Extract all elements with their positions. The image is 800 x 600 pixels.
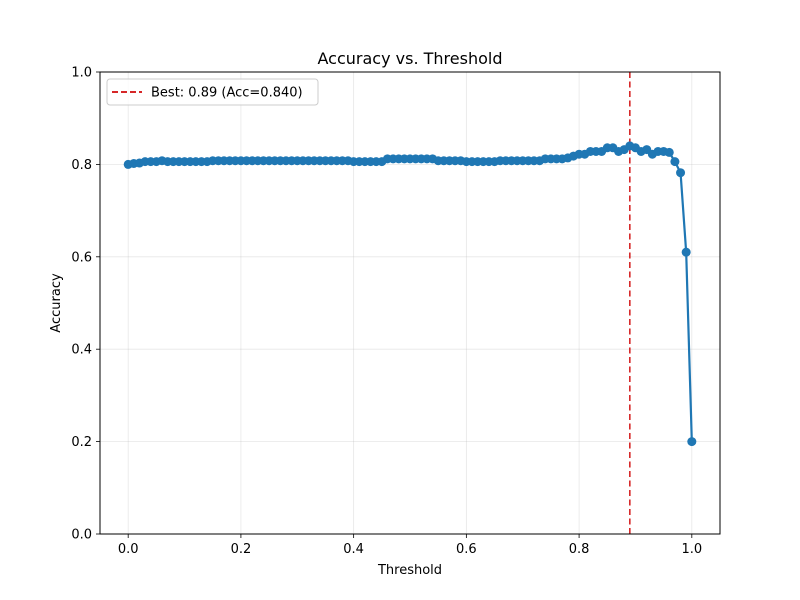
x-tick-label: 0.0 [118, 542, 139, 557]
legend: Best: 0.89 (Acc=0.840) [106, 78, 319, 106]
y-axis-title: Accuracy [49, 273, 64, 333]
legend-box [106, 78, 319, 106]
accuracy-data-point [681, 247, 691, 257]
y-tick-label: 1.0 [71, 66, 92, 81]
grid [100, 71, 720, 535]
y-tick-label: 0.0 [71, 528, 92, 543]
plot-area-frame [99, 71, 721, 535]
y-tick-label: 0.8 [71, 158, 92, 173]
accuracy-data-point [687, 437, 697, 447]
x-tick-label: 0.6 [456, 542, 477, 557]
series-layer [123, 141, 697, 447]
accuracy-data-point [676, 168, 686, 178]
axis-ticks: 0.0 0.2 0.4 0.6 0.8 1.0 0.0 0.2 0.4 0.6 0.8 1.0 [71, 66, 702, 558]
x-axis-title: Threshold [377, 563, 442, 578]
chart-title: Accuracy vs. Threshold [318, 49, 503, 68]
y-tick-label: 0.2 [71, 435, 92, 450]
x-tick-label: 0.2 [231, 542, 252, 557]
x-tick-label: 0.8 [569, 542, 590, 557]
accuracy-data-point [670, 157, 680, 167]
y-tick-label: 0.4 [71, 343, 92, 358]
x-tick-label: 1.0 [681, 542, 702, 557]
y-tick-label: 0.6 [71, 250, 92, 265]
legend-label: Best: 0.89 (Acc=0.840) [151, 86, 303, 101]
x-tick-label: 0.4 [343, 542, 364, 557]
accuracy-data-point [664, 147, 674, 157]
